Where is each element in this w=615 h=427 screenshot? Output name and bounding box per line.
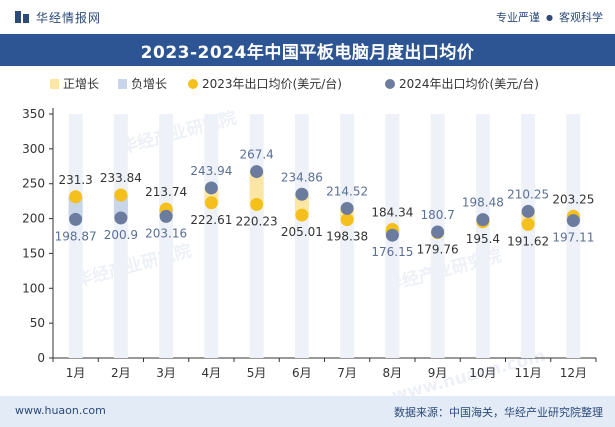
data-label-2023: 222.61 [190, 213, 232, 227]
x-tick-label: 11月 [514, 366, 541, 380]
point-2024 [159, 209, 173, 223]
legend-label: 负增长 [131, 77, 167, 91]
data-label-2024: 198.87 [55, 229, 97, 243]
data-label-2024: 234.86 [281, 170, 323, 184]
chart-title-bar: 2023-2024年中国平板电脑月度出口均价 [0, 34, 615, 66]
point-2024 [204, 181, 218, 195]
x-tick-label: 4月 [202, 366, 222, 380]
data-label-2024: 243.94 [190, 164, 232, 178]
logo-icon [15, 11, 29, 23]
slogan: 专业严谨 ● 客观科学 [496, 9, 603, 25]
point-2024 [250, 165, 264, 179]
point-2024 [521, 204, 535, 218]
data-label-2024: 200.9 [104, 228, 138, 242]
data-label-2024: 198.48 [462, 196, 504, 210]
point-2024 [431, 225, 445, 239]
column-band [294, 114, 309, 358]
data-label-2023: 220.23 [236, 214, 278, 228]
point-2023 [295, 208, 309, 222]
point-2024 [385, 228, 399, 242]
legend-label: 2023年出口均价(美元/台) [202, 76, 342, 91]
column-band [204, 114, 219, 358]
legend-swatch [50, 79, 59, 89]
data-label-2024: 214.52 [326, 184, 368, 198]
y-tick-label: 100 [22, 281, 45, 295]
point-2024 [340, 201, 354, 215]
y-tick-label: 300 [22, 142, 45, 156]
logo-text: 华经情报网 [36, 10, 102, 25]
data-label-2024: 176.15 [371, 245, 413, 259]
y-tick-label: 0 [37, 351, 45, 365]
x-tick-label: 6月 [292, 366, 312, 380]
legend-label: 2024年出口均价(美元/台) [399, 76, 539, 91]
column-band [340, 114, 355, 358]
data-label-2023: 231.3 [58, 173, 92, 187]
point-2023 [521, 217, 535, 231]
legend-swatch [118, 79, 127, 89]
column-band [68, 114, 83, 358]
point-2024 [295, 187, 309, 201]
chart: 华经产业研究院华经产业研究院华经产业研究院www.huaon.com正增长负增长… [22, 76, 597, 396]
column-band [159, 114, 174, 358]
bullet-icon: ● [546, 12, 553, 22]
point-2023 [69, 190, 83, 204]
data-label-2023: 203.25 [552, 192, 594, 206]
watermark: 华经产业研究院 [118, 107, 238, 158]
data-label-2023: 205.01 [281, 225, 323, 239]
point-2024 [114, 211, 128, 225]
data-label-2024: 197.11 [552, 231, 594, 245]
data-label-2024: 267.4 [239, 148, 273, 162]
x-tick-label: 8月 [383, 366, 403, 380]
y-tick-label: 50 [30, 316, 45, 330]
data-label-2024: 180.7 [420, 208, 454, 222]
footer-url: www.huaon.com [15, 404, 106, 417]
slogan-2: 客观科学 [559, 11, 603, 24]
column-band [113, 114, 128, 358]
x-tick-label: 2月 [111, 366, 131, 380]
data-label-2023: 184.34 [371, 205, 413, 219]
change-bar [249, 171, 264, 205]
x-tick-label: 3月 [156, 366, 176, 380]
y-tick-label: 350 [22, 107, 45, 121]
point-2024 [69, 212, 83, 226]
y-tick-label: 250 [22, 177, 45, 191]
x-tick-label: 7月 [337, 366, 357, 380]
footer: www.huaon.com 数据来源：中国海关，华经产业研究院整理 [0, 396, 615, 427]
legend-label: 正增长 [63, 77, 99, 91]
y-tick-label: 200 [22, 212, 45, 226]
point-2024 [476, 213, 490, 227]
logo: 华经情报网 [14, 8, 101, 26]
x-tick-label: 12月 [560, 366, 587, 380]
data-label-2023: 233.84 [100, 171, 142, 185]
point-2023 [204, 196, 218, 210]
x-tick-label: 9月 [428, 366, 448, 380]
top-bar: 华经情报网 专业严谨 ● 客观科学 [0, 0, 615, 34]
chart-title: 2023-2024年中国平板电脑月度出口均价 [140, 42, 475, 63]
column-band [475, 114, 490, 358]
point-2023 [114, 188, 128, 202]
data-label-2024: 203.16 [145, 226, 187, 240]
data-label-2024: 210.25 [507, 187, 549, 201]
y-tick-label: 150 [22, 246, 45, 260]
data-label-2023: 195.4 [466, 232, 500, 246]
point-2024 [566, 214, 580, 228]
legend-marker [188, 79, 198, 89]
column-band [521, 114, 536, 358]
footer-source: 数据来源：中国海关，华经产业研究院整理 [394, 406, 603, 419]
x-tick-label: 1月 [66, 366, 86, 380]
data-label-2023: 213.74 [145, 185, 187, 199]
x-tick-label: 5月 [247, 366, 267, 380]
column-band [566, 114, 581, 358]
watermark: 华经产业研究院 [73, 240, 193, 291]
change-bar [68, 196, 83, 220]
data-label-2023: 198.38 [326, 230, 368, 244]
data-label-2023: 191.62 [507, 234, 549, 248]
change-bar [113, 194, 128, 218]
x-tick-label: 10月 [469, 366, 496, 380]
point-2023 [340, 213, 354, 227]
point-2023 [250, 197, 264, 211]
data-label-2023: 179.76 [417, 243, 459, 257]
slogan-1: 专业严谨 [496, 11, 541, 24]
legend-marker [385, 79, 395, 89]
